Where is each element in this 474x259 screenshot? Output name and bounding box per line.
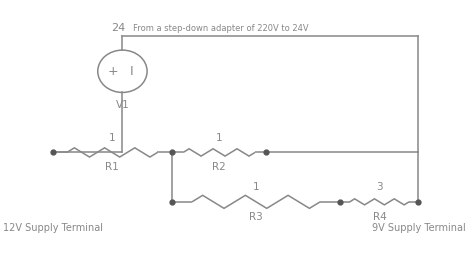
Text: 1: 1 — [109, 133, 116, 142]
Text: R1: R1 — [105, 162, 119, 172]
Text: 9V Supply Terminal: 9V Supply Terminal — [372, 223, 465, 233]
Text: V1: V1 — [116, 100, 129, 110]
Text: R4: R4 — [373, 212, 386, 222]
Text: 1: 1 — [253, 182, 259, 192]
Text: 24: 24 — [111, 23, 126, 33]
Text: I: I — [130, 65, 133, 78]
Text: R3: R3 — [249, 212, 263, 222]
Text: From a step-down adapter of 220V to 24V: From a step-down adapter of 220V to 24V — [133, 24, 308, 33]
Text: R2: R2 — [212, 162, 226, 172]
Text: 1: 1 — [216, 133, 222, 142]
Text: +: + — [108, 65, 118, 78]
Text: 12V Supply Terminal: 12V Supply Terminal — [2, 223, 102, 233]
Text: 3: 3 — [376, 182, 383, 192]
